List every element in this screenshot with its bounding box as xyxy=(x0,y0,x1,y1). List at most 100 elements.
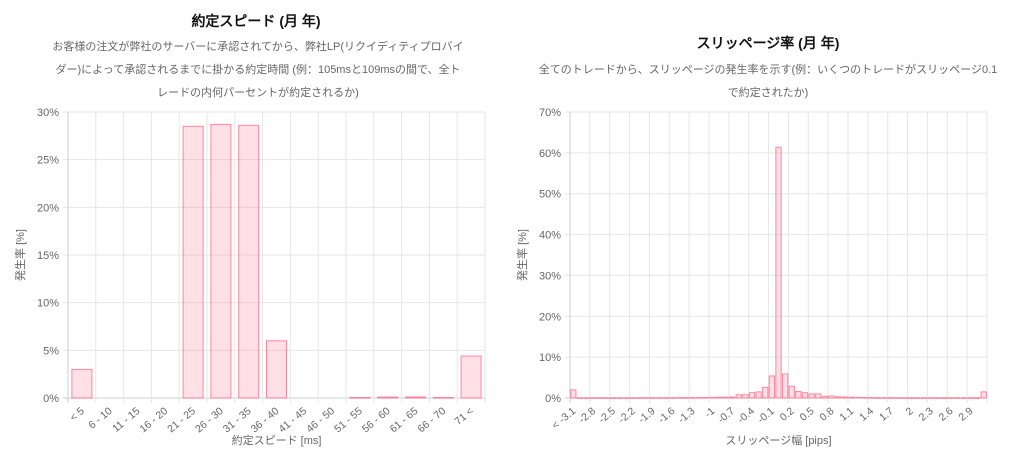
bar xyxy=(980,391,987,399)
y-axis-title: 発生率 [%] xyxy=(515,229,529,281)
bar xyxy=(676,397,683,399)
bar xyxy=(583,397,590,399)
y-tick-label: 25% xyxy=(37,155,59,167)
bar xyxy=(349,397,371,399)
bar xyxy=(662,397,670,399)
x-tick-label: < 5 xyxy=(68,405,87,424)
x-tick-label: 56 - 60 xyxy=(360,405,393,435)
x-tick-label: 0.5 xyxy=(798,405,817,424)
bar xyxy=(609,397,617,399)
x-tick-label: -1 xyxy=(702,405,717,420)
y-tick-label: 20% xyxy=(37,202,59,214)
x-tick-label: 1.1 xyxy=(837,405,856,424)
bar xyxy=(868,397,875,399)
x-tick-label: 2 xyxy=(904,405,916,418)
y-tick-label: 10% xyxy=(37,298,59,310)
bar xyxy=(954,397,961,399)
bar xyxy=(432,397,454,399)
bar xyxy=(808,393,815,399)
bar xyxy=(788,385,795,399)
slippage-title: スリッページ率 (月 年) xyxy=(696,35,840,51)
bar xyxy=(629,397,637,399)
x-tick-label: -0.1 xyxy=(755,405,777,426)
bar xyxy=(967,397,974,399)
x-tick-label: -1.3 xyxy=(676,405,698,426)
bar xyxy=(695,397,703,399)
bar xyxy=(901,397,908,399)
bar xyxy=(748,392,756,399)
bar xyxy=(735,394,742,399)
bar xyxy=(768,375,776,399)
bar xyxy=(682,397,689,399)
bar xyxy=(914,397,921,399)
bar xyxy=(649,397,656,399)
bar xyxy=(854,396,862,399)
bar xyxy=(834,396,842,399)
bar xyxy=(570,389,577,399)
x-tick-label: 41 - 45 xyxy=(276,405,309,435)
x-tick-label: 11 - 15 xyxy=(110,405,142,435)
x-tick-label: 36 - 40 xyxy=(249,405,282,435)
bar xyxy=(821,395,828,399)
x-tick-label: 1.7 xyxy=(877,405,896,424)
bar xyxy=(669,397,676,399)
x-tick-label: 26 - 30 xyxy=(193,405,226,435)
x-tick-label: 0.2 xyxy=(778,405,797,424)
x-tick-label: -1.6 xyxy=(656,405,678,426)
x-tick-label: 2.6 xyxy=(937,405,956,424)
bar xyxy=(709,396,716,399)
bar xyxy=(795,390,802,399)
bar xyxy=(920,397,928,399)
bar xyxy=(762,386,769,399)
bar xyxy=(722,396,729,399)
x-tick-label: 16 - 20 xyxy=(137,405,170,435)
bar xyxy=(775,146,782,399)
x-tick-label: 71 < xyxy=(452,405,476,428)
bar xyxy=(927,397,934,399)
x-tick-label: 66 - 70 xyxy=(415,405,448,435)
x-axis-title: 約定スピード [ms] xyxy=(232,433,322,447)
bar xyxy=(801,392,809,399)
y-tick-label: 15% xyxy=(37,250,59,262)
x-tick-label: -0.4 xyxy=(735,405,757,426)
x-tick-label: -2.5 xyxy=(596,405,618,426)
x-tick-label: -1.9 xyxy=(636,405,658,426)
bar xyxy=(603,397,610,399)
bar xyxy=(881,397,888,399)
bar xyxy=(947,397,954,399)
bar xyxy=(238,124,260,399)
y-tick-label: 20% xyxy=(539,311,561,323)
y-tick-label: 5% xyxy=(43,345,59,357)
bar xyxy=(729,396,736,399)
x-tick-label: < -3.1 xyxy=(550,405,579,432)
y-tick-label: 10% xyxy=(539,352,561,364)
bar xyxy=(742,394,749,399)
bar xyxy=(715,396,723,399)
bar xyxy=(616,397,623,399)
x-tick-label: 31 - 35 xyxy=(221,405,254,435)
bar xyxy=(841,396,848,399)
y-axis-title: 発生率 [%] xyxy=(13,229,27,281)
x-tick-label: 21 - 25 xyxy=(165,405,198,435)
bar xyxy=(887,397,895,399)
execution-speed-title: 約定スピード (月 年) xyxy=(191,13,321,29)
x-axis-title: スリッページ幅 [pips] xyxy=(725,434,831,447)
x-tick-label: -2.8 xyxy=(577,405,599,426)
bar xyxy=(861,397,868,399)
bar xyxy=(874,397,881,399)
x-tick-label: 46 - 50 xyxy=(304,405,337,435)
x-tick-label: 61 - 65 xyxy=(388,405,421,435)
bar xyxy=(702,397,709,399)
execution-speed-panel: 約定スピード (月 年) お客様の注文が弊社のサーバーに承認されてから、弊社LP… xyxy=(13,13,486,447)
bar xyxy=(848,396,855,399)
bar xyxy=(460,355,482,399)
execution-speed-description: お客様の注文が弊社のサーバーに承認されてから、弊社LP(リクイディティプロバイダ… xyxy=(52,41,464,99)
bar xyxy=(182,125,204,399)
y-tick-label: 0% xyxy=(545,393,561,405)
x-tick-label: 51 - 55 xyxy=(332,405,365,435)
y-tick-label: 70% xyxy=(539,107,561,119)
x-tick-label: 1.4 xyxy=(857,405,876,424)
slippage-panel: スリッページ率 (月 年) 全てのトレードから、スリッページの発生率を示す(例：… xyxy=(512,0,1024,457)
y-tick-label: 50% xyxy=(539,189,561,201)
y-tick-label: 30% xyxy=(37,107,59,119)
